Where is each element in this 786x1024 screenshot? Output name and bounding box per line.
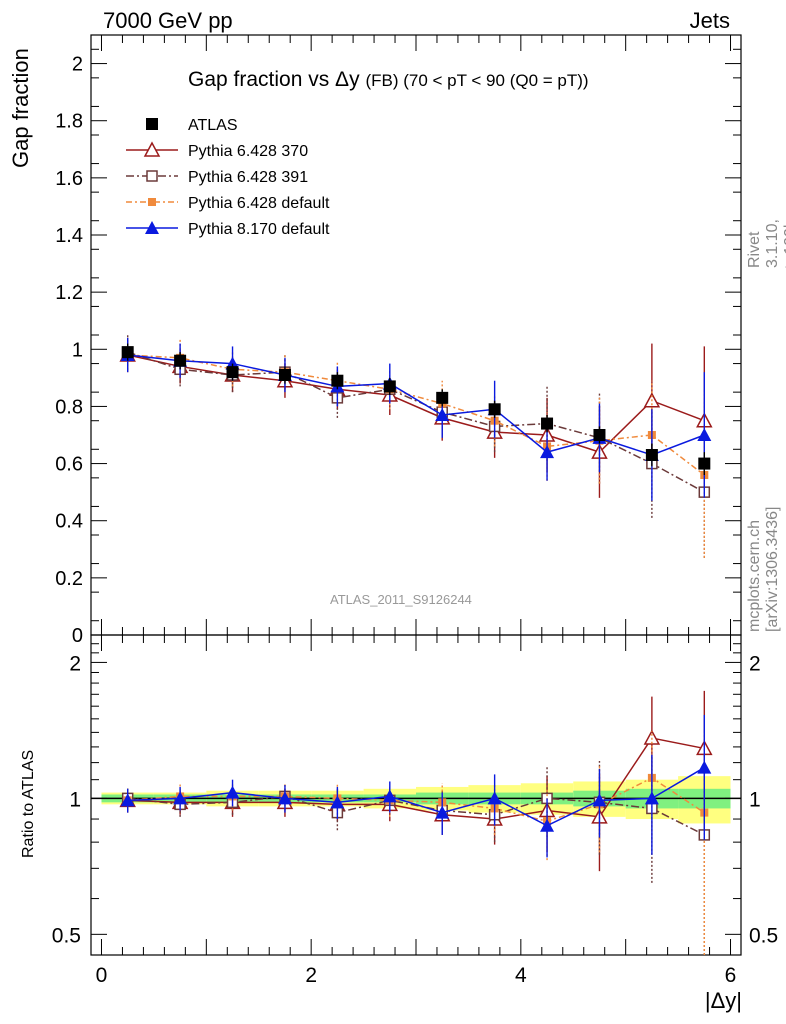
y-tick-label: 1.6 — [55, 168, 83, 190]
data-point-pythia-8-170-default — [540, 818, 555, 832]
data-point-pythia-8-170-default — [277, 791, 292, 805]
data-point-pythia-8-170-default — [225, 785, 240, 799]
y-tick-label: 1.4 — [55, 225, 83, 247]
x-tick-label: 0 — [96, 964, 108, 987]
data-point-atlas — [488, 403, 501, 416]
legend-label-atlas: ATLAS — [188, 117, 238, 134]
ratio-y-tick-label-right: 1 — [749, 788, 761, 811]
data-point-atlas — [226, 366, 239, 379]
data-point-pythia-6-428-370 — [643, 729, 661, 745]
series-line-pythia-6-428-391 — [127, 795, 705, 836]
data-point-pythia-8-170-default — [697, 760, 712, 774]
y-tick-label: 1.8 — [55, 111, 83, 133]
y-tick-label: 2 — [72, 54, 83, 76]
series-line-pythia-8-170-default — [127, 354, 705, 456]
y-tick-label: 0 — [72, 625, 83, 647]
x-tick-label: 4 — [515, 964, 527, 987]
chart-title-suffix: (FB) (70 < pT < 90 (Q0 = pT)) — [365, 71, 589, 90]
y-tick-label: 0.4 — [55, 511, 83, 533]
data-point-atlas — [541, 417, 554, 430]
legend-label-pythia-6-428-default: Pythia 6.428 default — [188, 195, 330, 212]
data-point-pythia-8-170-default — [330, 795, 345, 809]
y-tick-label: 1 — [72, 339, 83, 361]
legend-marker-pythia-6-428-391 — [146, 170, 158, 182]
ratio-y-tick-label-right: 0.5 — [749, 924, 778, 947]
chart-title-main: Gap fraction vs Δy — [188, 68, 360, 91]
x-tick-label: 6 — [725, 964, 737, 987]
data-point-atlas — [174, 354, 187, 367]
legend-marker-atlas — [146, 118, 158, 130]
data-point-pythia-8-170-default — [592, 793, 607, 807]
y-tick-label: 0.2 — [55, 568, 83, 590]
ratio-y-tick-label-left: 0.5 — [52, 924, 81, 947]
data-point-atlas — [331, 374, 344, 387]
y-tick-label: 1.2 — [55, 282, 83, 304]
data-point-pythia-8-170-default — [697, 428, 712, 441]
header-process-label: Jets — [689, 8, 730, 33]
data-point-atlas — [698, 457, 711, 470]
ratio-y-tick-label-right: 2 — [749, 652, 761, 675]
legend-label-pythia-8-170-default: Pythia 8.170 default — [188, 221, 330, 238]
chart-title: Gap fraction vs Δy (FB) (70 < pT < 90 (Q… — [188, 68, 589, 92]
x-tick-label: 2 — [305, 964, 317, 987]
ratio-y-tick-label-left: 1 — [69, 788, 81, 811]
header-energy-label: 7000 GeV pp — [103, 8, 233, 33]
data-point-atlas — [121, 346, 134, 359]
ratio-y-tick-label-left: 2 — [69, 652, 81, 675]
y-tick-label: 0.6 — [55, 454, 83, 476]
data-point-atlas — [436, 391, 449, 404]
data-point-pythia-8-170-default — [644, 791, 659, 805]
data-point-atlas — [383, 380, 396, 393]
data-point-pythia-8-170-default — [435, 408, 450, 421]
series-line-pythia-6-428-default — [127, 354, 705, 476]
legend-marker-pythia-6-428-370 — [143, 141, 161, 157]
series-line-pythia-6-428-391 — [127, 351, 705, 493]
series-line-pythia-6-428-370 — [127, 354, 705, 453]
data-point-atlas — [645, 449, 658, 461]
data-point-atlas — [593, 429, 606, 441]
analysis-watermark: ATLAS_2011_S9126244 — [330, 592, 472, 607]
x-axis-label: |Δy| — [704, 988, 742, 1013]
legend-marker-pythia-8-170-default — [145, 221, 159, 234]
data-point-pythia-8-170-default — [435, 805, 450, 819]
data-point-pythia-8-170-default — [173, 791, 188, 805]
data-point-pythia-8-170-default — [382, 789, 397, 803]
legend-marker-pythia-6-428-default — [148, 198, 156, 206]
legend-label-pythia-6-428-370: Pythia 6.428 370 — [188, 143, 308, 160]
data-point-atlas — [278, 369, 291, 381]
y-tick-label: 0.8 — [55, 396, 83, 418]
data-point-pythia-8-170-default — [540, 445, 555, 459]
legend-label-pythia-6-428-391: Pythia 6.428 391 — [188, 169, 308, 186]
series-line-pythia-8-170-default — [127, 766, 705, 827]
data-point-pythia-8-170-default — [120, 793, 135, 807]
data-point-pythia-8-170-default — [487, 791, 502, 805]
